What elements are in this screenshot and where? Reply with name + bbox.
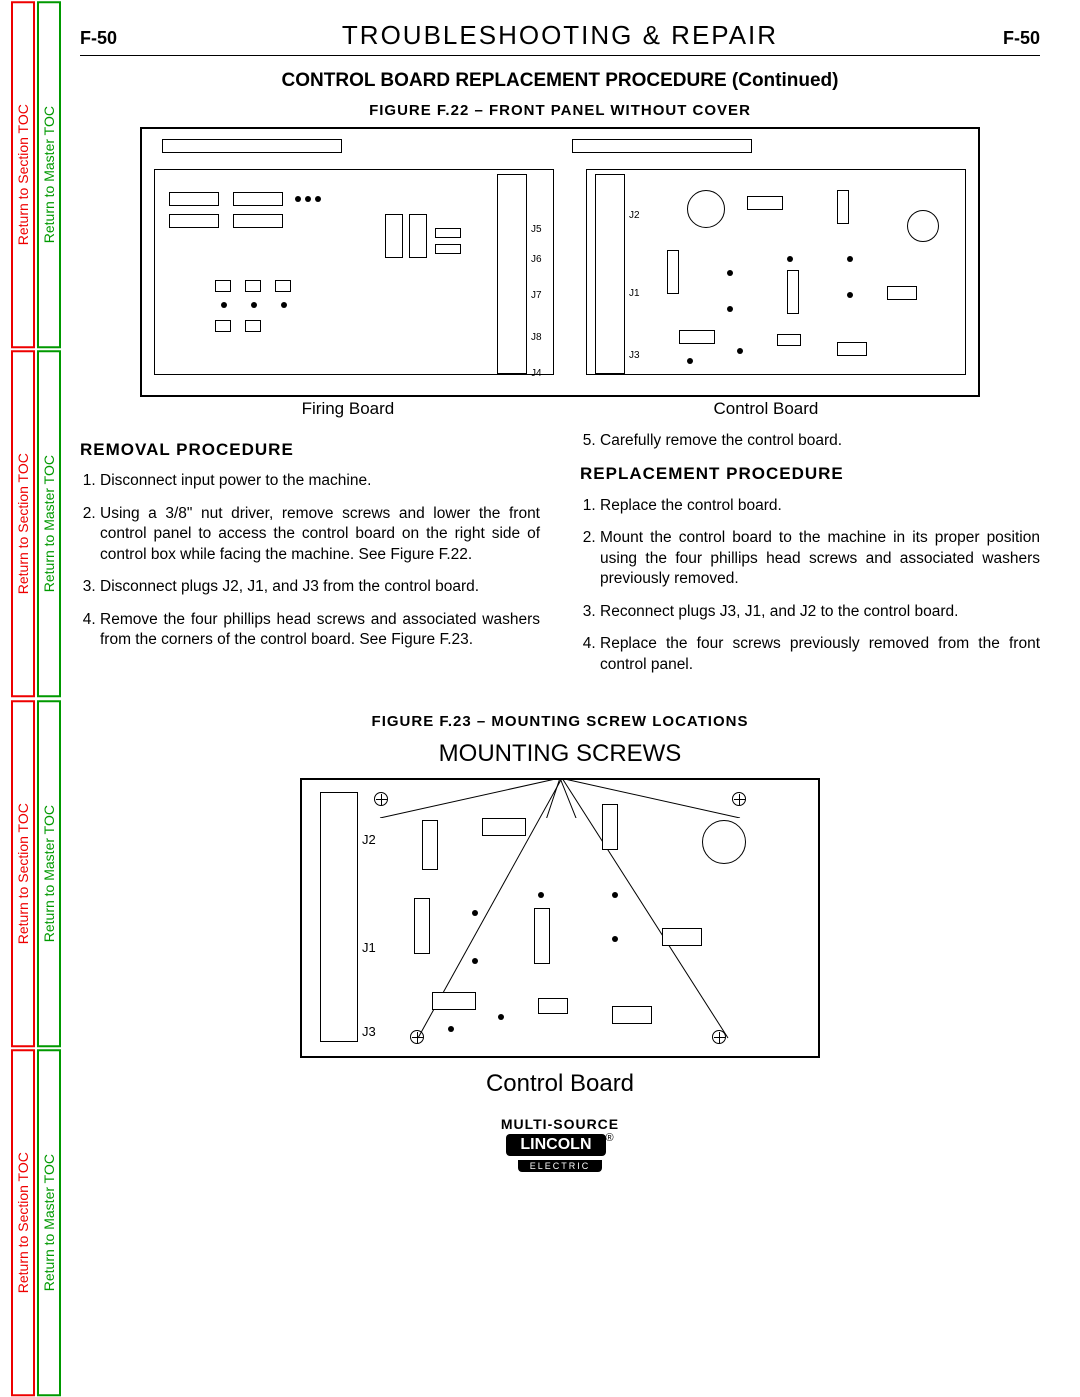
connector-label: J2 bbox=[629, 210, 640, 221]
removal-step-5: Carefully remove the control board. bbox=[600, 431, 1040, 451]
brand-logo: LINCOLN bbox=[506, 1134, 605, 1156]
replacement-step: Mount the control board to the machine i… bbox=[600, 528, 1040, 589]
removal-step: Disconnect plugs J2, J1, and J3 from the… bbox=[100, 577, 540, 597]
registered-mark: ® bbox=[606, 1132, 614, 1144]
firing-board: J5 J6 J7 J8 J4 bbox=[154, 169, 554, 375]
return-section-toc-link[interactable]: Return to Section TOC bbox=[11, 350, 35, 697]
firing-board-label: Firing Board bbox=[302, 399, 395, 419]
removal-column: REMOVAL PROCEDURE Disconnect input power… bbox=[80, 431, 540, 687]
removal-step: Using a 3/8" nut driver, remove screws a… bbox=[100, 504, 540, 565]
side-nav-tabs: Return to Section TOC Return to Section … bbox=[10, 0, 62, 1397]
removal-step: Disconnect input power to the machine. bbox=[100, 471, 540, 491]
screw-icon bbox=[732, 792, 746, 806]
screw-inner-lines bbox=[302, 780, 822, 1060]
page-number-right: F-50 bbox=[1003, 28, 1040, 49]
return-master-toc-link[interactable]: Return to Master TOC bbox=[37, 1049, 61, 1396]
replacement-step: Reconnect plugs J3, J1, and J2 to the co… bbox=[600, 602, 1040, 622]
connector-label: J2 bbox=[362, 832, 376, 847]
figure2-caption: FIGURE F.23 – MOUNTING SCREW LOCATIONS bbox=[80, 713, 1040, 730]
return-section-toc-link[interactable]: Return to Section TOC bbox=[11, 1049, 35, 1396]
return-master-toc-link[interactable]: Return to Master TOC bbox=[37, 1, 61, 348]
mounting-screws-title: MOUNTING SCREWS bbox=[80, 740, 1040, 768]
control-board: J2 J1 J3 bbox=[586, 169, 966, 375]
removal-heading: REMOVAL PROCEDURE bbox=[80, 439, 540, 461]
page-footer: MULTI-SOURCE LINCOLN® ELECTRIC bbox=[80, 1116, 1040, 1174]
removal-step: Remove the four phillips head screws and… bbox=[100, 610, 540, 651]
replacement-step: Replace the control board. bbox=[600, 496, 1040, 516]
page-title: TROUBLESHOOTING & REPAIR bbox=[342, 20, 778, 51]
return-master-toc-link[interactable]: Return to Master TOC bbox=[37, 350, 61, 697]
connector-label: J3 bbox=[629, 350, 640, 361]
connector-label: J1 bbox=[362, 940, 376, 955]
procedure-subtitle: CONTROL BOARD REPLACEMENT PROCEDURE (Con… bbox=[80, 70, 1040, 92]
figure1-caption: FIGURE F.22 – FRONT PANEL WITHOUT COVER bbox=[80, 102, 1040, 119]
screw-icon bbox=[712, 1030, 726, 1044]
page-number-left: F-50 bbox=[80, 28, 117, 49]
control-board-label: Control Board bbox=[713, 399, 818, 419]
brand-sub: ELECTRIC bbox=[518, 1160, 603, 1172]
connector-label: J8 bbox=[531, 332, 542, 343]
connector-label: J6 bbox=[531, 254, 542, 265]
connector-label: J1 bbox=[629, 288, 640, 299]
replacement-heading: REPLACEMENT PROCEDURE bbox=[580, 463, 1040, 485]
replacement-step: Replace the four screws previously remov… bbox=[600, 634, 1040, 675]
product-name: MULTI-SOURCE bbox=[80, 1116, 1040, 1132]
figure2-board: J2 J1 J3 bbox=[300, 778, 820, 1058]
connector-label: J7 bbox=[531, 290, 542, 301]
return-master-toc-link[interactable]: Return to Master TOC bbox=[37, 700, 61, 1047]
return-section-toc-link[interactable]: Return to Section TOC bbox=[11, 1, 35, 348]
figure1-panel: J5 J6 J7 J8 J4 J2 J1 J3 bbox=[140, 127, 980, 397]
return-section-toc-link[interactable]: Return to Section TOC bbox=[11, 700, 35, 1047]
figure2-board-label: Control Board bbox=[80, 1070, 1040, 1098]
replacement-column: Carefully remove the control board. REPL… bbox=[580, 431, 1040, 687]
screw-icon bbox=[410, 1030, 424, 1044]
connector-label: J4 bbox=[531, 368, 542, 379]
connector-label: J3 bbox=[362, 1024, 376, 1039]
page-content: F-50 TROUBLESHOOTING & REPAIR F-50 CONTR… bbox=[80, 20, 1040, 1377]
connector-label: J5 bbox=[531, 224, 542, 235]
screw-icon bbox=[374, 792, 388, 806]
